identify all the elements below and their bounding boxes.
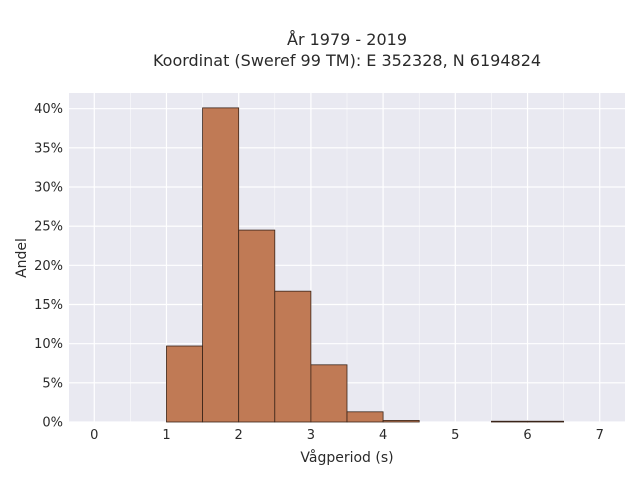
histogram-bar bbox=[527, 420, 565, 423]
histogram-bar bbox=[491, 420, 528, 423]
y-axis-ticks: 0% 5% 10% 15% 20% 25% 30% 35% 40% bbox=[34, 102, 63, 430]
y-axis-label: Andel bbox=[14, 238, 30, 278]
x-axis-ticks: 0 1 2 3 4 5 6 7 bbox=[90, 428, 604, 443]
x-tick-label: 5 bbox=[451, 428, 459, 443]
histogram-bar bbox=[346, 411, 384, 423]
x-tick-label: 7 bbox=[596, 428, 604, 443]
x-tick-label: 1 bbox=[162, 428, 170, 443]
y-tick-label: 35% bbox=[34, 141, 63, 156]
x-axis-label: Vågperiod (s) bbox=[300, 449, 393, 466]
y-tick-label: 20% bbox=[34, 259, 63, 274]
histogram-bar bbox=[382, 420, 420, 423]
chart-title-line-2: Koordinat (Sweref 99 TM): E 352328, N 61… bbox=[153, 51, 541, 70]
histogram-bar bbox=[310, 364, 348, 423]
x-tick-label: 3 bbox=[307, 428, 315, 443]
histogram-bar bbox=[202, 107, 240, 423]
histogram-bar bbox=[166, 345, 203, 423]
histogram-bar bbox=[238, 229, 276, 423]
y-tick-label: 25% bbox=[34, 220, 63, 235]
y-tick-label: 30% bbox=[34, 181, 63, 196]
histogram-bars bbox=[166, 107, 565, 423]
x-tick-label: 6 bbox=[523, 428, 531, 443]
y-tick-label: 0% bbox=[42, 416, 63, 431]
y-tick-label: 15% bbox=[34, 298, 63, 313]
y-tick-label: 40% bbox=[34, 102, 63, 117]
histogram-bar bbox=[274, 290, 312, 423]
chart-title-line-1: År 1979 - 2019 bbox=[287, 30, 407, 49]
x-tick-label: 0 bbox=[90, 428, 98, 443]
x-tick-label: 2 bbox=[235, 428, 243, 443]
y-tick-label: 5% bbox=[42, 376, 63, 391]
y-tick-label: 10% bbox=[34, 337, 63, 352]
x-tick-label: 4 bbox=[379, 428, 387, 443]
